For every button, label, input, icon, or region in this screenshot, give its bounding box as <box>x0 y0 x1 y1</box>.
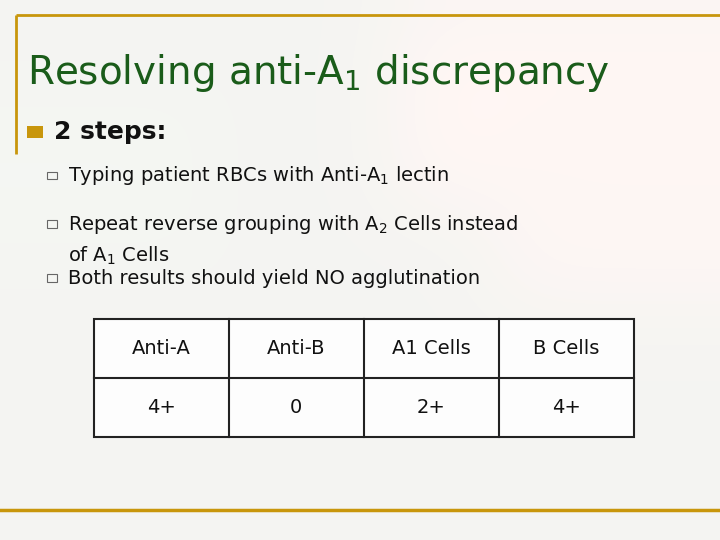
Bar <box>47 274 57 282</box>
Text: 4+: 4+ <box>552 398 580 417</box>
Text: Repeat reverse grouping with A$_2$ Cells instead: Repeat reverse grouping with A$_2$ Cells… <box>68 213 519 235</box>
Bar <box>94 319 634 437</box>
Text: B Cells: B Cells <box>533 339 599 358</box>
Text: of A$_1$ Cells: of A$_1$ Cells <box>68 244 170 267</box>
Bar <box>27 126 43 138</box>
Text: Anti-A: Anti-A <box>132 339 191 358</box>
Text: 4+: 4+ <box>147 398 176 417</box>
Text: 2 steps:: 2 steps: <box>54 120 166 144</box>
Text: Typing patient RBCs with Anti-A$_1$ lectin: Typing patient RBCs with Anti-A$_1$ lect… <box>68 164 449 187</box>
Bar <box>94 319 634 437</box>
Bar <box>47 172 57 179</box>
Text: 2+: 2+ <box>417 398 446 417</box>
Text: Anti-B: Anti-B <box>267 339 325 358</box>
Text: Resolving anti-A$_1$ discrepancy: Resolving anti-A$_1$ discrepancy <box>27 52 611 94</box>
Text: Both results should yield NO agglutination: Both results should yield NO agglutinati… <box>68 268 480 288</box>
Text: 0: 0 <box>290 398 302 417</box>
Text: A1 Cells: A1 Cells <box>392 339 470 358</box>
Bar <box>47 220 57 228</box>
